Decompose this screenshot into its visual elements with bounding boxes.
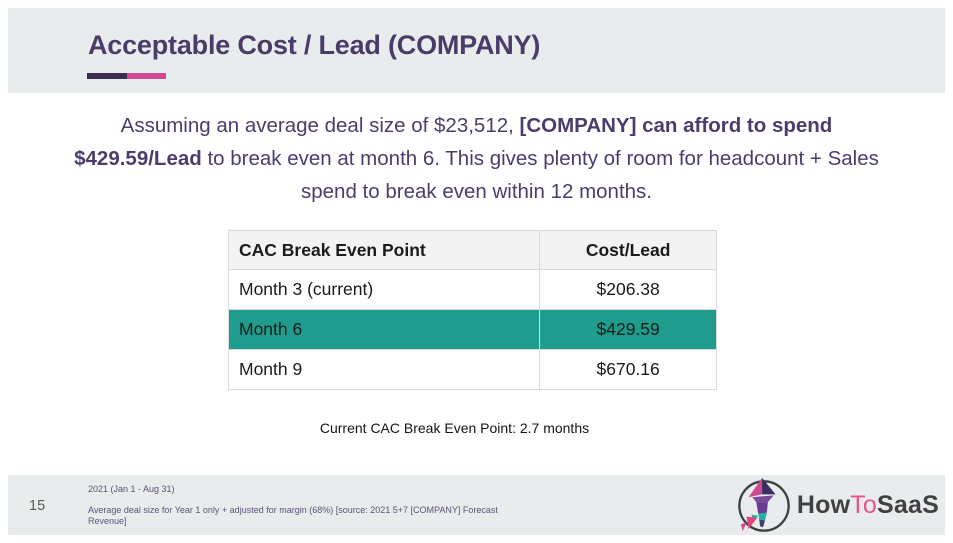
- table-header-row: CAC Break Even Point Cost/Lead: [227, 230, 717, 270]
- header-band: Acceptable Cost / Lead (COMPANY): [8, 8, 945, 93]
- footnote-date-range: 2021 (Jan 1 - Aug 31): [88, 484, 175, 494]
- row-month-label: Month 9: [227, 349, 541, 390]
- row-month-label: Month 6: [227, 309, 541, 350]
- lede-text-normal-2: to break even at month 6. This gives ple…: [201, 146, 879, 203]
- table-row-highlighted: Month 6 $429.59: [227, 309, 717, 350]
- footer-band: 15 2021 (Jan 1 - Aug 31) Average deal si…: [8, 475, 945, 535]
- page-title: Acceptable Cost / Lead (COMPANY): [88, 30, 541, 60]
- lede-text-bold: [COMPANY] can afford to spend $429.59/Le…: [74, 114, 833, 170]
- table-row: Month 3 (current) $206.38: [227, 269, 717, 310]
- howtosaas-logo-text: HowToSaaS: [797, 491, 939, 520]
- row-month-label: Month 3 (current): [227, 269, 541, 310]
- column-header-break-even-point: CAC Break Even Point: [227, 230, 541, 270]
- logo-word-saas: SaaS: [877, 490, 939, 519]
- column-header-cost-per-lead: Cost/Lead: [539, 230, 717, 270]
- row-cost-value: $429.59: [539, 309, 717, 350]
- title-underline-dark-segment: [87, 73, 127, 79]
- table-caption: Current CAC Break Even Point: 2.7 months: [319, 420, 590, 436]
- table-row: Month 9 $670.16: [227, 349, 717, 390]
- logo-word-to: To: [850, 490, 878, 519]
- lede-paragraph: Assuming an average deal size of $23,512…: [61, 110, 892, 208]
- footnotes: 2021 (Jan 1 - Aug 31) Average deal size …: [88, 484, 516, 528]
- title-underline-pink-segment: [127, 73, 166, 79]
- footnote-deal-size-source: Average deal size for Year 1 only + adju…: [88, 504, 498, 527]
- howtosaas-logo: HowToSaaS: [735, 475, 939, 535]
- cac-break-even-table: CAC Break Even Point Cost/Lead Month 3 (…: [227, 230, 717, 390]
- page-number: 15: [29, 498, 46, 514]
- row-cost-value: $206.38: [539, 269, 717, 310]
- howtosaas-arrow-circle-icon: [738, 477, 790, 532]
- logo-word-how: How: [796, 490, 851, 519]
- lede-text-normal-1: Assuming an average deal size of $23,512…: [120, 114, 520, 137]
- row-cost-value: $670.16: [539, 349, 717, 390]
- title-underline: [87, 73, 166, 79]
